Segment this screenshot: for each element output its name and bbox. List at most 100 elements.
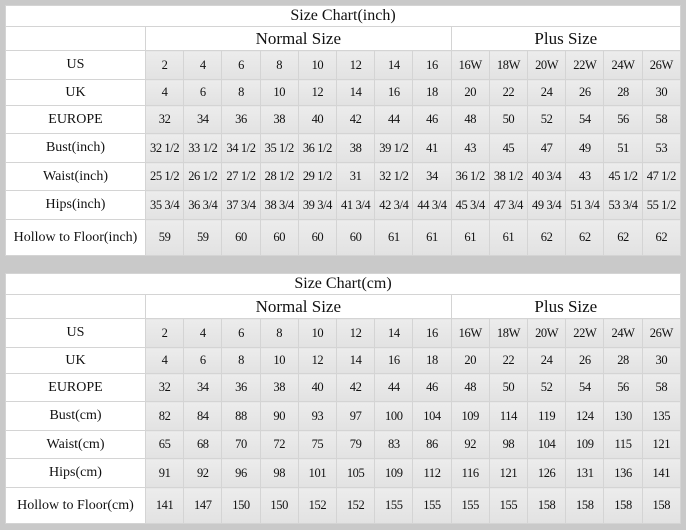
- size-value-cell: 126: [527, 458, 567, 488]
- row-label: US: [5, 318, 146, 348]
- size-value-cell: 130: [603, 401, 643, 431]
- size-value-cell: 61: [374, 219, 414, 256]
- size-value-cell: 42: [336, 105, 376, 134]
- size-value-cell: 14: [336, 79, 376, 106]
- size-value-cell: 52: [527, 105, 567, 134]
- size-value-cell: 44 3/4: [412, 190, 452, 220]
- size-value-cell: 83: [374, 430, 414, 459]
- size-value-cell: 10: [259, 347, 299, 374]
- size-value-cell: 14: [374, 50, 414, 80]
- size-value-cell: 29 1/2: [297, 162, 338, 191]
- size-value-cell: 90: [259, 401, 299, 431]
- size-value-cell: 32 1/2: [144, 133, 185, 163]
- size-value-cell: 155: [488, 487, 529, 524]
- size-value-cell: 60: [336, 219, 376, 256]
- group-header-normal: Normal Size: [145, 294, 452, 319]
- table-row: Hips(inch) 35 3/4 36 3/4 37 3/4 38 3/4 39 3/4…: [5, 190, 682, 220]
- size-value-cell: 16: [374, 79, 414, 106]
- size-value-cell: 136: [603, 458, 643, 488]
- size-value-cell: 28 1/2: [259, 162, 299, 191]
- size-value-cell: 55 1/2: [641, 190, 682, 220]
- row-label: UK: [5, 347, 146, 374]
- size-value-cell: 36 1/2: [297, 133, 338, 163]
- size-value-cell: 62: [641, 219, 682, 256]
- size-value-cell: 45: [488, 133, 529, 163]
- size-value-cell: 155: [450, 487, 490, 524]
- size-value-cell: 26 1/2: [183, 162, 223, 191]
- size-value-cell: 131: [565, 458, 605, 488]
- row-label: UK: [5, 79, 146, 106]
- size-value-cell: 20: [450, 79, 490, 106]
- size-value-cell: 39 3/4: [297, 190, 338, 220]
- size-value-cell: 109: [565, 430, 605, 459]
- size-value-cell: 109: [374, 458, 414, 488]
- size-value-cell: 68: [183, 430, 223, 459]
- size-value-cell: 150: [259, 487, 299, 524]
- group-header-plus: Plus Size: [450, 294, 682, 319]
- size-value-cell: 70: [221, 430, 261, 459]
- row-label: Waist(inch): [5, 162, 146, 191]
- group-header-plus: Plus Size: [450, 26, 682, 51]
- size-value-cell: 18W: [488, 50, 529, 80]
- size-value-cell: 20W: [527, 50, 567, 80]
- size-value-cell: 51 3/4: [565, 190, 605, 220]
- row-label: Waist(cm): [5, 430, 146, 459]
- size-value-cell: 14: [336, 347, 376, 374]
- size-value-cell: 115: [603, 430, 643, 459]
- size-value-cell: 18W: [488, 318, 529, 348]
- size-value-cell: 114: [488, 401, 529, 431]
- size-value-cell: 38: [336, 133, 376, 163]
- size-value-cell: 26: [565, 347, 605, 374]
- size-value-cell: 4: [183, 318, 223, 348]
- size-value-cell: 158: [603, 487, 643, 524]
- size-value-cell: 30: [641, 347, 682, 374]
- size-value-cell: 30: [641, 79, 682, 106]
- size-value-cell: 6: [221, 50, 261, 80]
- size-value-cell: 91: [144, 458, 185, 488]
- size-value-cell: 40: [297, 373, 338, 402]
- size-value-cell: 20W: [527, 318, 567, 348]
- size-value-cell: 152: [336, 487, 376, 524]
- size-value-cell: 86: [412, 430, 452, 459]
- size-value-cell: 56: [603, 373, 643, 402]
- size-value-cell: 158: [641, 487, 682, 524]
- size-value-cell: 98: [259, 458, 299, 488]
- size-value-cell: 12: [336, 318, 376, 348]
- size-value-cell: 6: [183, 347, 223, 374]
- size-value-cell: 34: [183, 105, 223, 134]
- size-value-cell: 24: [527, 79, 567, 106]
- size-value-cell: 98: [488, 430, 529, 459]
- size-value-cell: 43: [450, 133, 490, 163]
- size-value-cell: 65: [144, 430, 185, 459]
- size-value-cell: 72: [259, 430, 299, 459]
- size-value-cell: 51: [603, 133, 643, 163]
- size-value-cell: 53: [641, 133, 682, 163]
- size-value-cell: 14: [374, 318, 414, 348]
- size-value-cell: 48: [450, 105, 490, 134]
- size-value-cell: 101: [297, 458, 338, 488]
- size-value-cell: 84: [183, 401, 223, 431]
- size-value-cell: 16: [412, 318, 452, 348]
- size-value-cell: 42 3/4: [374, 190, 414, 220]
- size-value-cell: 42: [336, 373, 376, 402]
- size-value-cell: 61: [450, 219, 490, 256]
- table-row: US 2 4 6 8 10 12 14 16 16W 18W 20W 22W 24W 26W: [5, 318, 682, 348]
- size-value-cell: 36 3/4: [183, 190, 223, 220]
- size-table: Size Chart(inch) Normal Size Plus Size US 2 4…: [5, 5, 682, 256]
- size-value-cell: 31: [336, 162, 376, 191]
- size-value-cell: 8: [259, 50, 299, 80]
- size-value-cell: 116: [450, 458, 490, 488]
- size-value-cell: 8: [259, 318, 299, 348]
- size-value-cell: 12: [336, 50, 376, 80]
- size-value-cell: 147: [183, 487, 223, 524]
- size-value-cell: 79: [336, 430, 376, 459]
- size-value-cell: 112: [412, 458, 452, 488]
- size-value-cell: 37 3/4: [221, 190, 261, 220]
- table-row: Hips(cm) 91 92 96 98 101 105 109 112 116 121 126 131…: [5, 458, 682, 488]
- size-value-cell: 124: [565, 401, 605, 431]
- size-value-cell: 121: [488, 458, 529, 488]
- size-value-cell: 60: [297, 219, 338, 256]
- chart-title: Size Chart(inch): [5, 5, 681, 27]
- size-value-cell: 28: [603, 347, 643, 374]
- size-value-cell: 41: [412, 133, 452, 163]
